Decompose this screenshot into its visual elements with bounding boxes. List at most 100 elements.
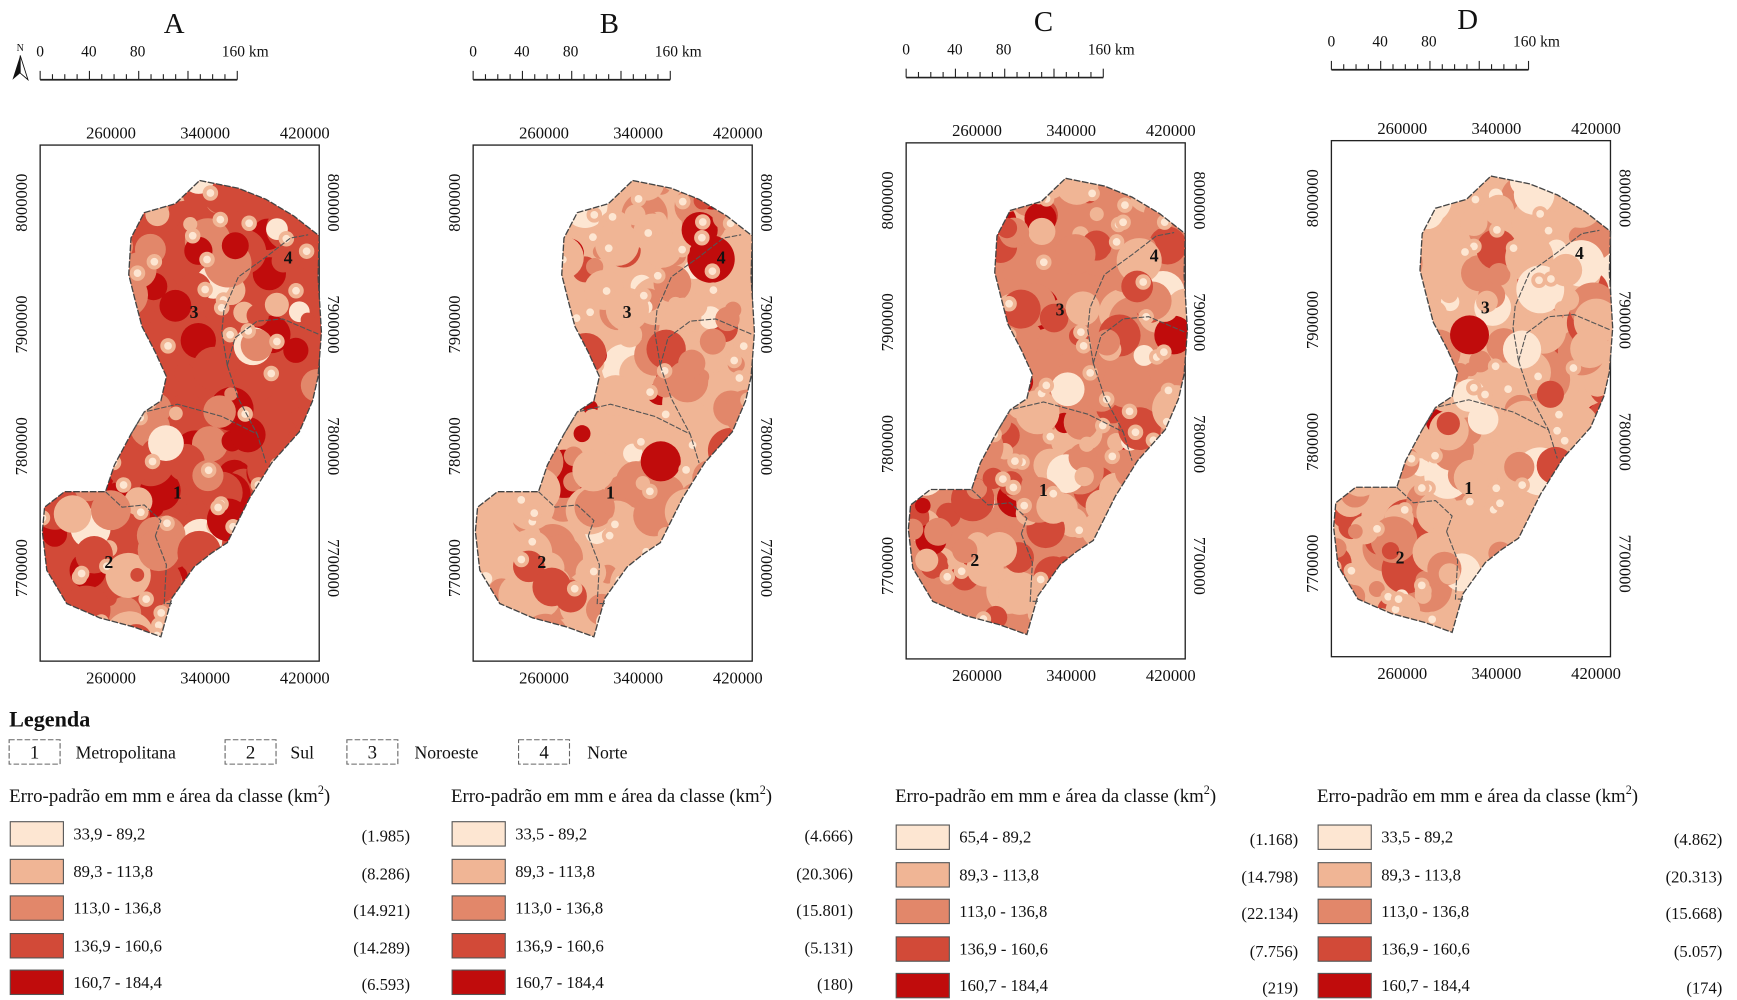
x-coordinate: 340000 bbox=[180, 123, 230, 142]
class-swatch bbox=[9, 858, 64, 885]
class-area: (5.057) bbox=[1674, 942, 1722, 961]
title-end: ) bbox=[1210, 786, 1216, 807]
surface-dot bbox=[1049, 489, 1058, 498]
surface-blob bbox=[998, 571, 1042, 615]
surface-dot bbox=[697, 233, 706, 242]
class-area: (15.801) bbox=[796, 901, 853, 920]
surface-blob bbox=[1463, 362, 1478, 377]
surface-dot bbox=[998, 475, 1007, 483]
class-range: 33,9 - 89,2 bbox=[73, 824, 145, 843]
surface-dot bbox=[133, 269, 142, 278]
class-area: (1.985) bbox=[362, 827, 410, 846]
scale-label: 160 km bbox=[1513, 34, 1560, 51]
region-number: 4 bbox=[1150, 245, 1159, 265]
class-legend-title: Erro-padrão em mm e área da classe (km2) bbox=[451, 783, 772, 807]
region-boundary bbox=[130, 403, 267, 464]
region-number: 2 bbox=[1396, 548, 1405, 568]
surface-dot bbox=[530, 509, 539, 518]
surface-dot bbox=[1544, 226, 1553, 235]
scale-label: 160 km bbox=[222, 43, 269, 60]
surface-blob bbox=[53, 495, 92, 533]
scale-label: 80 bbox=[130, 43, 146, 60]
surface-blob bbox=[1570, 329, 1610, 369]
class-swatch bbox=[1317, 972, 1372, 999]
region-boundary bbox=[226, 365, 258, 435]
region-boundary bbox=[563, 403, 700, 464]
y-coordinate: 7800000 bbox=[1190, 415, 1209, 473]
surface-blob bbox=[90, 490, 131, 531]
region-key bbox=[346, 739, 399, 765]
surface-dot bbox=[639, 291, 648, 300]
surface-dot bbox=[217, 303, 226, 312]
region-boundary bbox=[154, 535, 172, 605]
scale-label: 0 bbox=[36, 43, 44, 60]
surface-dot bbox=[586, 308, 594, 317]
north-label: N bbox=[17, 43, 24, 54]
surface-dot bbox=[302, 247, 311, 256]
region-key bbox=[518, 739, 571, 765]
region-boundary bbox=[996, 401, 1133, 461]
y-coordinate: 7900000 bbox=[445, 295, 464, 353]
surface-blob bbox=[1079, 436, 1095, 452]
surface-blob bbox=[574, 487, 615, 528]
surface-blob bbox=[1055, 234, 1096, 275]
region-boundary bbox=[1421, 399, 1558, 459]
surface-dot bbox=[660, 366, 669, 375]
y-coordinate: 7700000 bbox=[324, 539, 343, 597]
surface-blob bbox=[140, 559, 182, 601]
y-coordinate: 7700000 bbox=[12, 539, 31, 597]
scale-label: 40 bbox=[947, 41, 963, 58]
panel-label: B bbox=[600, 8, 619, 40]
class-area: (7.756) bbox=[1250, 942, 1298, 961]
region-key-number: 3 bbox=[368, 743, 377, 764]
surface-dot bbox=[203, 255, 211, 264]
y-coordinate: 7800000 bbox=[12, 417, 31, 475]
surface-dot bbox=[267, 369, 276, 378]
surface-dot bbox=[1400, 506, 1409, 514]
region-boundary bbox=[1396, 486, 1453, 532]
state-outline bbox=[907, 177, 1189, 636]
x-coordinate: 260000 bbox=[1377, 119, 1427, 138]
surface-dot bbox=[1079, 341, 1088, 350]
surface-blob bbox=[664, 297, 702, 335]
surface-dot bbox=[1469, 383, 1478, 392]
surface-dot bbox=[292, 286, 300, 295]
surface-blob bbox=[678, 349, 706, 377]
title-end: ) bbox=[766, 786, 772, 807]
surface-dot bbox=[1384, 592, 1393, 601]
region-number: 4 bbox=[284, 248, 293, 268]
region-key bbox=[8, 739, 61, 765]
title-end: ) bbox=[1632, 786, 1638, 807]
surface-blob bbox=[1015, 390, 1060, 435]
region-number: 2 bbox=[970, 550, 979, 570]
surface-blob bbox=[1453, 459, 1491, 496]
surface-dot bbox=[682, 465, 690, 474]
y-coordinate: 7900000 bbox=[1303, 291, 1322, 349]
surface-blob bbox=[1133, 344, 1155, 366]
y-coordinate: 7900000 bbox=[1615, 291, 1634, 349]
surface-dot bbox=[1139, 278, 1148, 286]
surface-blob bbox=[1489, 416, 1522, 449]
y-coordinate: 7900000 bbox=[324, 295, 343, 353]
surface-dot bbox=[1417, 484, 1426, 492]
x-coordinate: 260000 bbox=[86, 668, 136, 687]
surface-dot bbox=[1039, 258, 1048, 267]
class-area: (14.289) bbox=[353, 938, 410, 957]
class-swatch bbox=[895, 936, 950, 962]
surface-dot bbox=[1493, 226, 1501, 234]
class-legend-title: Erro-padrão em mm e área da classe (km2) bbox=[1317, 783, 1638, 807]
x-coordinate: 340000 bbox=[613, 668, 663, 687]
region-boundary bbox=[1092, 363, 1124, 433]
x-coordinate: 420000 bbox=[1146, 666, 1196, 685]
surface-blob bbox=[595, 221, 640, 266]
x-coordinate: 420000 bbox=[1146, 121, 1196, 140]
title-sup: 2 bbox=[1204, 783, 1210, 797]
surface-dot bbox=[1108, 452, 1117, 461]
surface-blob bbox=[1483, 194, 1515, 226]
surface-dot bbox=[517, 555, 526, 564]
class-range: 136,9 - 160,6 bbox=[515, 936, 604, 955]
surface-dot bbox=[1009, 483, 1018, 492]
x-coordinate: 420000 bbox=[280, 668, 330, 687]
surface-blob bbox=[1050, 372, 1085, 407]
